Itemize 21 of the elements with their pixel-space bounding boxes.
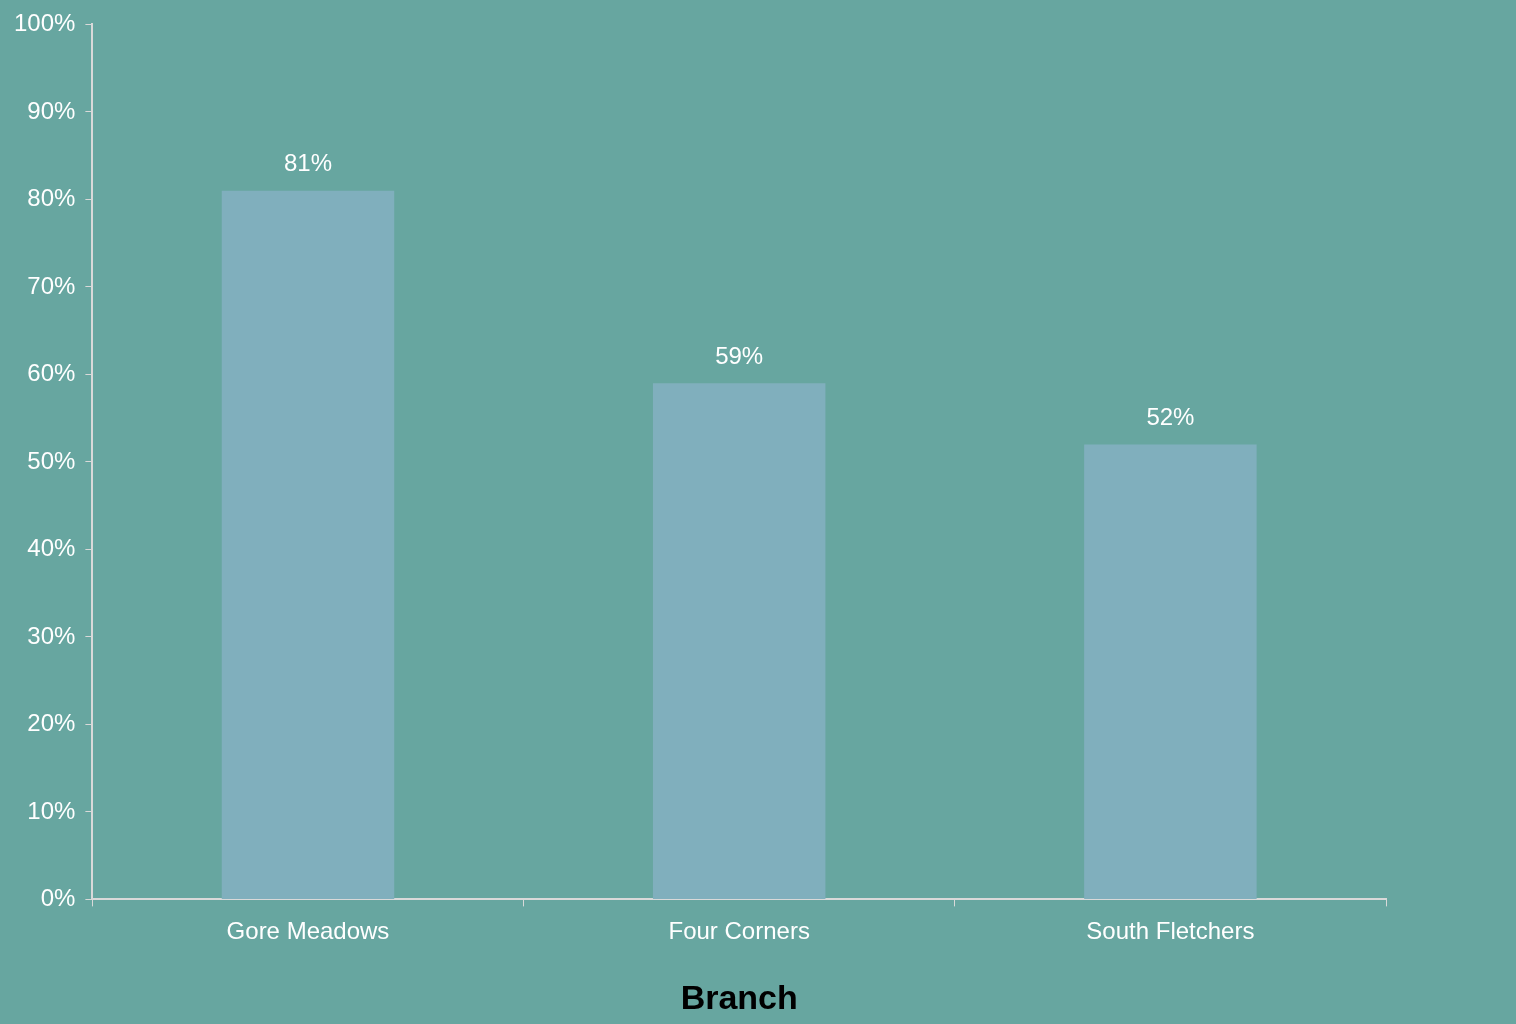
y-tick-label: 100%	[13, 9, 76, 37]
data-label: 52%	[1146, 403, 1195, 431]
x-tick-label: South Fletchers	[1086, 917, 1255, 945]
bar	[652, 383, 826, 899]
x-axis-title: Branch	[680, 977, 798, 1016]
y-tick-label: 30%	[27, 621, 76, 649]
y-tick-label: 80%	[27, 184, 76, 212]
bar	[1084, 444, 1257, 899]
data-label: 59%	[715, 341, 764, 369]
data-label: 81%	[283, 149, 333, 177]
x-tick-label: Gore Meadows	[226, 917, 390, 945]
y-tick-label: 50%	[27, 446, 76, 474]
x-tick-label: Four Corners	[668, 917, 810, 945]
y-tick-label: 20%	[27, 709, 76, 737]
y-tick-label: 90%	[27, 96, 76, 124]
y-tick-label: 0%	[40, 884, 76, 912]
y-tick-label: 60%	[27, 359, 76, 387]
y-tick-label: 70%	[27, 271, 76, 299]
y-tick-label: 40%	[27, 534, 76, 562]
y-tick-label: 10%	[27, 796, 76, 824]
bar	[221, 190, 395, 899]
